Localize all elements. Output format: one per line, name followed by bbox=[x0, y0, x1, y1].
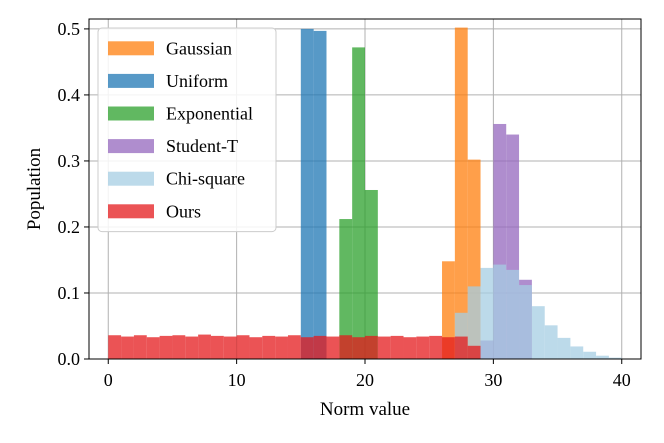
legend-label-gaussian: Gaussian bbox=[166, 38, 232, 58]
bar-ours bbox=[108, 335, 122, 359]
legend-label-chi-square: Chi-square bbox=[166, 169, 245, 189]
y-tick-label: 0.1 bbox=[58, 283, 81, 303]
bar-ours bbox=[326, 336, 340, 359]
y-tick-label: 0.3 bbox=[58, 151, 81, 171]
legend: Gaussian Uniform Exponential Student-T Chi-s… bbox=[97, 27, 277, 233]
bar-exponential bbox=[339, 219, 353, 359]
legend-label-uniform: Uniform bbox=[166, 71, 228, 91]
x-tick-label: 40 bbox=[613, 370, 631, 390]
bar-chi-square bbox=[557, 337, 571, 359]
bar-ours bbox=[249, 337, 263, 359]
legend-swatch-uniform bbox=[108, 73, 154, 88]
bar-ours bbox=[313, 335, 327, 359]
bar-chi-square bbox=[608, 357, 622, 359]
legend-swatch-ours bbox=[108, 204, 154, 219]
legend-swatch-student-t bbox=[108, 139, 154, 154]
bar-uniform bbox=[313, 30, 327, 360]
legend-label-ours: Ours bbox=[166, 201, 201, 221]
bar-ours bbox=[236, 335, 250, 359]
bar-chi-square bbox=[596, 355, 609, 359]
bar-ours bbox=[339, 335, 353, 359]
bar-ours bbox=[365, 335, 378, 359]
bar-ours bbox=[133, 335, 147, 359]
bar-chi-square bbox=[519, 285, 532, 359]
legend-label-student-t: Student-T bbox=[166, 136, 238, 156]
bar-chi-square bbox=[583, 351, 597, 359]
bar-ours bbox=[416, 336, 430, 359]
legend-swatch-chi-square bbox=[108, 171, 154, 186]
bar-chi-square bbox=[467, 286, 481, 359]
bar-ours bbox=[390, 335, 404, 359]
bar-ours bbox=[377, 336, 391, 359]
y-tick-label: 0.5 bbox=[58, 19, 81, 39]
bar-ours bbox=[352, 337, 365, 359]
bar-chi-square bbox=[531, 306, 545, 359]
bar-uniform bbox=[300, 28, 314, 359]
x-axis-label: Norm value bbox=[320, 399, 410, 420]
legend-label-exponential: Exponential bbox=[166, 104, 253, 124]
bar-ours bbox=[467, 345, 481, 359]
bar-ours bbox=[275, 336, 288, 359]
bar-ours bbox=[172, 335, 186, 359]
bar-ours bbox=[198, 334, 211, 359]
bar-exponential bbox=[365, 189, 378, 359]
bar-ours bbox=[403, 337, 417, 359]
y-axis-ticks: 0.0 0.1 0.2 0.3 0.4 0.5 bbox=[58, 19, 89, 369]
x-tick-label: 30 bbox=[484, 370, 502, 390]
bar-ours bbox=[429, 335, 443, 359]
y-tick-label: 0.0 bbox=[58, 349, 81, 369]
bar-chi-square bbox=[493, 264, 507, 359]
bar-ours bbox=[210, 335, 224, 359]
y-tick-label: 0.4 bbox=[58, 85, 81, 105]
bar-chi-square bbox=[544, 325, 558, 359]
bar-ours bbox=[185, 336, 199, 359]
bar-chi-square bbox=[506, 269, 520, 359]
x-tick-label: 20 bbox=[356, 370, 374, 390]
bar-exponential bbox=[352, 47, 365, 360]
x-tick-label: 10 bbox=[228, 370, 246, 390]
bar-gaussian bbox=[442, 261, 455, 359]
x-axis-ticks: 0 10 20 30 40 bbox=[104, 359, 631, 390]
bar-gaussian bbox=[454, 27, 468, 360]
bar-ours bbox=[223, 336, 237, 359]
bar-ours bbox=[159, 335, 173, 359]
legend-swatch-gaussian bbox=[108, 41, 154, 56]
bar-ours bbox=[442, 337, 455, 359]
bar-chi-square bbox=[570, 346, 584, 359]
bar-ours bbox=[300, 337, 314, 359]
y-axis-label: Population bbox=[24, 147, 45, 230]
bar-chi-square bbox=[480, 267, 494, 359]
bar-ours bbox=[287, 335, 301, 359]
y-tick-label: 0.2 bbox=[58, 217, 81, 237]
x-tick-label: 0 bbox=[104, 370, 113, 390]
bar-ours bbox=[146, 337, 160, 359]
bar-ours bbox=[454, 336, 468, 359]
bar-ours bbox=[121, 336, 134, 359]
legend-swatch-exponential bbox=[108, 106, 154, 121]
histogram-bars bbox=[108, 27, 622, 360]
bar-ours bbox=[262, 335, 276, 359]
